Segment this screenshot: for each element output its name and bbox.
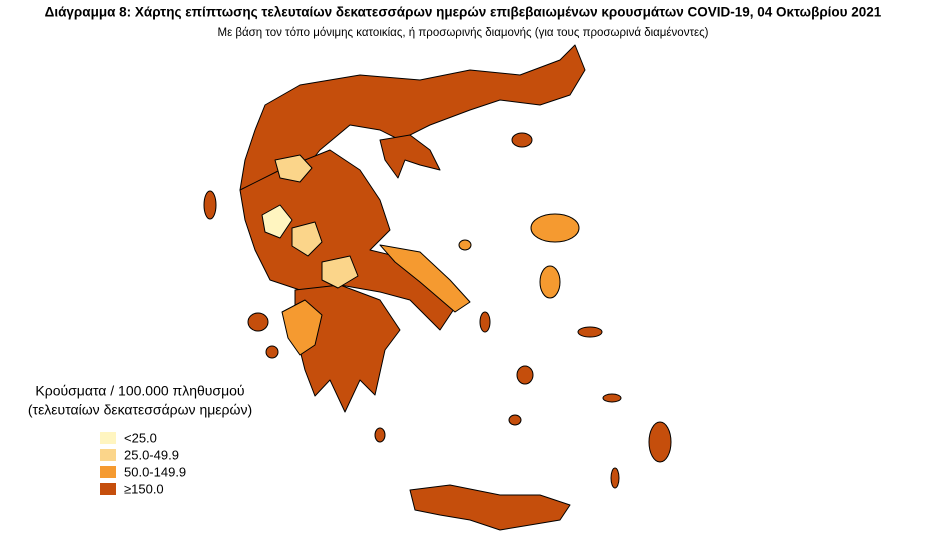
kythira bbox=[374, 427, 386, 443]
santorini bbox=[508, 414, 522, 426]
legend-swatch bbox=[100, 466, 116, 478]
karditsa bbox=[291, 221, 323, 257]
fthiotida bbox=[321, 255, 359, 289]
legend-label: <25.0 bbox=[124, 430, 157, 445]
crete bbox=[409, 484, 571, 531]
legend-label: 25.0-49.9 bbox=[124, 447, 179, 462]
achaia bbox=[281, 299, 323, 356]
kefalonia bbox=[247, 312, 269, 332]
rhodes bbox=[648, 421, 672, 463]
naxos bbox=[516, 365, 534, 385]
lemnos bbox=[511, 132, 533, 148]
legend-swatch bbox=[100, 432, 116, 444]
title: Διάγραμμα 8: Χάρτης επίπτωσης τελευταίων… bbox=[45, 5, 882, 20]
chalkidiki bbox=[379, 134, 441, 179]
ioannina bbox=[261, 204, 293, 239]
chios bbox=[539, 265, 561, 299]
legend-label: ≥150.0 bbox=[124, 481, 164, 496]
karpathos bbox=[610, 467, 620, 489]
grevena bbox=[274, 154, 313, 183]
legend-title: Κρούσματα / 100.000 πληθυσμού bbox=[35, 383, 244, 399]
zakynthos bbox=[265, 345, 279, 359]
peloponnese bbox=[294, 284, 401, 413]
evia bbox=[379, 244, 471, 313]
subtitle: Με βάση τον τόπο μόνιμης κατοικίας, ή πρ… bbox=[217, 27, 708, 39]
lesvos bbox=[530, 213, 580, 243]
corfu bbox=[203, 190, 217, 220]
legend-swatch bbox=[100, 483, 116, 495]
central-greece bbox=[239, 149, 461, 331]
kos bbox=[602, 393, 622, 403]
regions bbox=[203, 44, 672, 531]
samos bbox=[577, 326, 603, 338]
andros bbox=[479, 311, 491, 333]
legend: <25.0 25.0-49.9 50.0-149.9 ≥150.0 bbox=[100, 430, 186, 496]
legend-title: (τελευταίων δεκατεσσάρων ημερών) bbox=[28, 402, 252, 418]
legend-label: 50.0-149.9 bbox=[124, 464, 186, 479]
legend-swatch bbox=[100, 449, 116, 461]
ikaria bbox=[458, 239, 472, 251]
